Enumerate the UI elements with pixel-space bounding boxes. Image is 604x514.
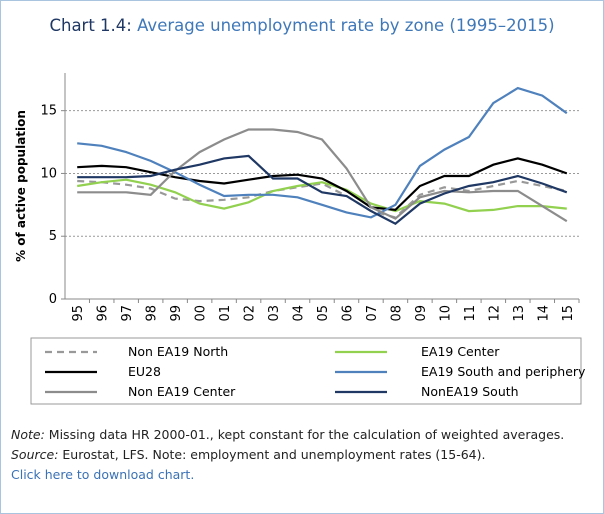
x-tick-label: 07 xyxy=(365,305,380,322)
series-line xyxy=(77,86,568,219)
note: Note: Missing data HR 2000-01., kept con… xyxy=(11,425,591,445)
x-tick-label: 11 xyxy=(463,305,478,322)
legend-label: Non EA19 Center xyxy=(128,384,236,399)
x-tick-label: 05 xyxy=(316,305,331,322)
x-tick-label: 96 xyxy=(96,305,111,322)
y-tick-label: 5 xyxy=(49,229,57,244)
x-tick-label: 02 xyxy=(243,305,258,322)
x-tick-label: 95 xyxy=(71,305,86,322)
y-tick-label: 0 xyxy=(49,292,57,307)
chart-title: Chart 1.4: Average unemployment rate by … xyxy=(49,16,554,35)
series-line xyxy=(77,154,568,226)
source-label: Source: xyxy=(11,447,59,462)
legend-box xyxy=(30,337,582,405)
x-tick-label: 09 xyxy=(414,305,429,322)
y-tick-label: 10 xyxy=(40,166,57,181)
x-tick-label: 13 xyxy=(512,305,527,322)
legend-label: EU28 xyxy=(128,364,161,379)
x-tick-label: 14 xyxy=(536,305,551,322)
x-tick-label: 06 xyxy=(340,305,355,322)
x-tick-label: 00 xyxy=(194,305,209,322)
x-tick-label: 12 xyxy=(487,305,502,322)
y-tick-label: 15 xyxy=(40,104,57,119)
x-tick-label: 04 xyxy=(292,305,307,322)
note-text: Missing data HR 2000-01., kept constant … xyxy=(48,427,565,442)
x-tick-label: 15 xyxy=(561,305,576,322)
notes: Note: Missing data HR 2000-01., kept con… xyxy=(11,425,591,485)
source: Source: Eurostat, LFS. Note: employment … xyxy=(11,445,591,465)
source-text: Eurostat, LFS. Note: employment and unem… xyxy=(62,447,486,462)
chart: Chart 1.4: Average unemployment rate by … xyxy=(14,16,586,405)
legend-label: Non EA19 North xyxy=(128,344,228,359)
legend-label: NonEA19 South xyxy=(421,384,519,399)
y-axis-label: % of active population xyxy=(14,110,28,262)
title-prefix: Chart 1.4: xyxy=(49,16,131,35)
series-line xyxy=(77,179,568,219)
x-tick-label: 98 xyxy=(145,305,160,322)
series-line xyxy=(77,128,568,223)
download-link[interactable]: Click here to download chart. xyxy=(11,467,195,482)
x-tick-label: 08 xyxy=(389,305,404,322)
x-tick-label: 03 xyxy=(267,305,282,322)
legend-label: EA19 South and periphery xyxy=(421,364,586,379)
x-tick-label: 97 xyxy=(120,305,135,322)
note-label: Note: xyxy=(11,427,45,442)
x-tick-label: 01 xyxy=(218,305,233,322)
x-tick-label: 99 xyxy=(169,305,184,322)
x-tick-label: 10 xyxy=(438,305,453,322)
legend-label: EA19 Center xyxy=(421,344,500,359)
title-text: Average unemployment rate by zone (1995–… xyxy=(137,16,554,35)
